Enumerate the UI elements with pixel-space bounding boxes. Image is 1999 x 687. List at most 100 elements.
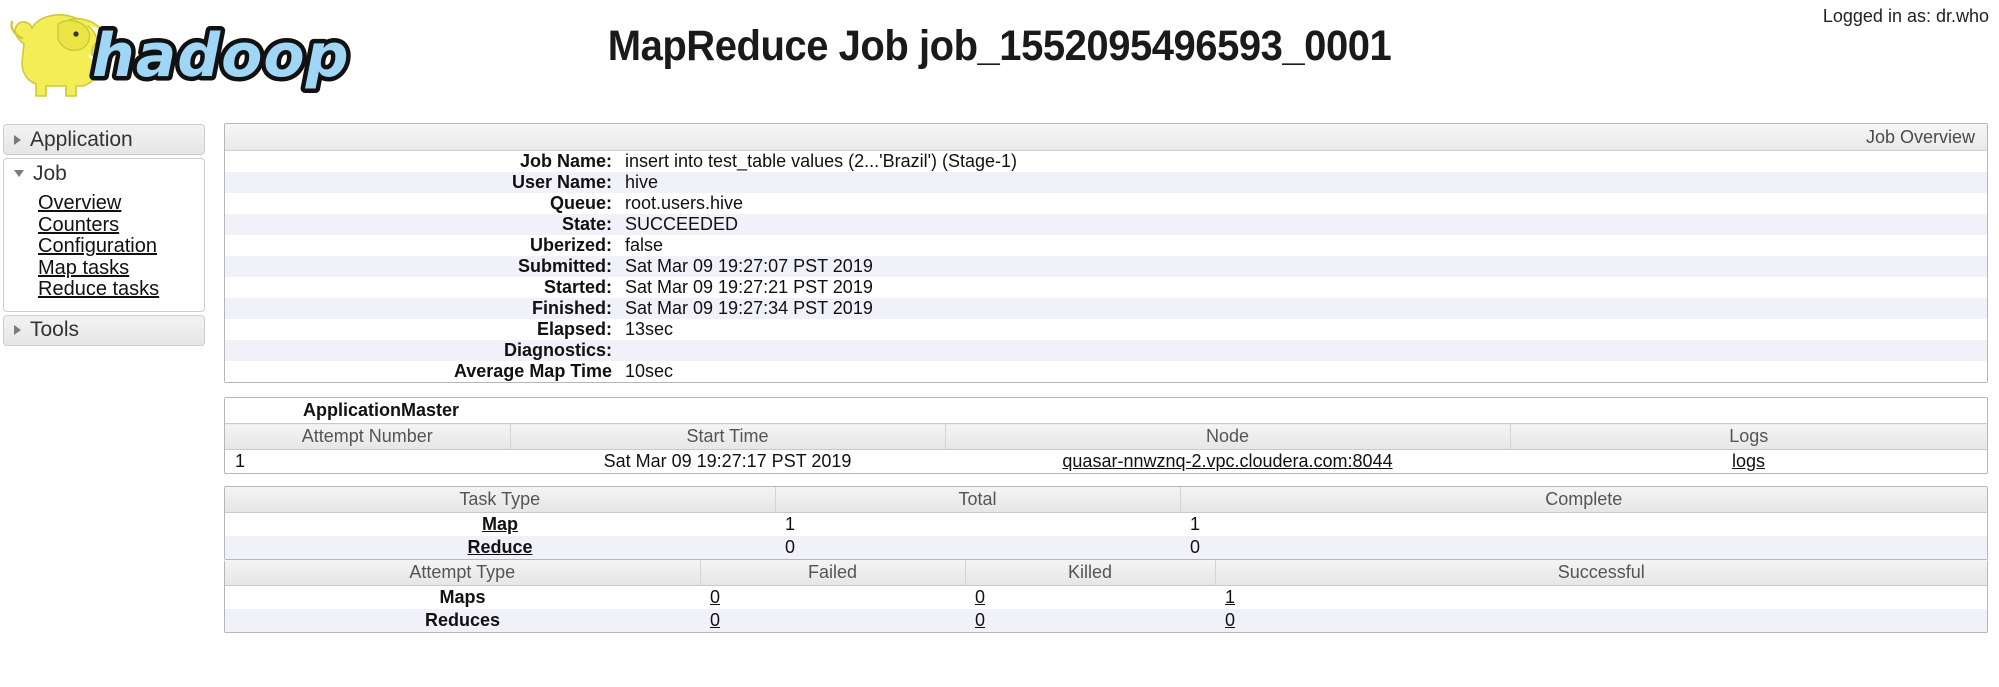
hadoop-logo[interactable]: hadoop hadoop (6, 4, 396, 104)
maps-successful-link[interactable]: 1 (1225, 587, 1236, 607)
main-content: Job Overview Job Name: insert into test_… (205, 110, 1999, 633)
queue-label: Queue: (549, 193, 612, 213)
sidebar-item-application-label: Application (30, 127, 133, 151)
average-map-time-label: Average Map Time (453, 361, 612, 381)
table-row: Submitted: Sat Mar 09 19:27:07 PST 2019 (225, 256, 1987, 277)
chevron-right-icon (14, 325, 21, 335)
table-row: Diagnostics: (225, 340, 1987, 361)
table-row: User Name: hive (225, 172, 1987, 193)
col-failed[interactable]: Failed (700, 560, 966, 586)
table-row: Uberized: false (225, 235, 1987, 256)
diagnostics-label: Diagnostics: (503, 340, 612, 360)
job-name-label: Job Name: (519, 151, 612, 171)
application-master-caption-row: ApplicationMaster (225, 398, 1987, 424)
col-node[interactable]: Node (945, 423, 1511, 450)
page-header: hadoop hadoop MapReduce Job job_15520954… (0, 0, 1999, 110)
table-row: Average Map Time 10sec (225, 361, 1987, 382)
sidebar-item-job-label: Job (33, 162, 67, 185)
sidebar-section-tools: Tools (3, 314, 205, 346)
col-task-type[interactable]: Task Type (225, 487, 776, 513)
col-killed[interactable]: Killed (965, 560, 1216, 586)
task-summary-table: Task Type Total Complete Map 1 1 Reduce (224, 486, 1988, 560)
col-attempt-type[interactable]: Attempt Type (225, 560, 701, 586)
sidebar-link-map-tasks[interactable]: Map tasks (38, 256, 130, 279)
sidebar: Application Job Overview Counters Config… (0, 110, 205, 349)
sidebar-item-tools[interactable]: Tools (3, 314, 205, 346)
col-complete[interactable]: Complete (1180, 487, 1987, 513)
finished-label: Finished: (532, 298, 612, 318)
table-row: Elapsed: 13sec (225, 319, 1987, 340)
application-master-header-row: Attempt Number Start Time Node Logs (225, 423, 1987, 450)
am-logs-link[interactable]: logs (1731, 451, 1766, 471)
table-row: Queue: root.users.hive (225, 193, 1987, 214)
started-label: Started: (543, 277, 612, 297)
sidebar-link-reduce-tasks[interactable]: Reduce tasks (38, 278, 160, 300)
col-attempt-number[interactable]: Attempt Number (225, 423, 511, 450)
sidebar-section-job: Job Overview Counters Configuration Map … (3, 158, 205, 312)
map-total: 1 (785, 514, 796, 534)
col-successful[interactable]: Successful (1215, 560, 1987, 586)
col-logs[interactable]: Logs (1510, 423, 1987, 450)
hadoop-logo-icon: hadoop hadoop (10, 14, 353, 97)
started-value: Sat Mar 09 19:27:21 PST 2019 (625, 277, 873, 297)
table-row: Reduce 0 0 (225, 536, 1987, 559)
task-summary-header-row: Task Type Total Complete (225, 487, 1987, 513)
job-overview-panel: Job Overview Job Name: insert into test_… (224, 123, 1988, 383)
submitted-value: Sat Mar 09 19:27:07 PST 2019 (625, 256, 873, 276)
attempt-summary-table: Attempt Type Failed Killed Successful Ma… (224, 560, 1988, 633)
chevron-down-icon (14, 169, 24, 177)
job-overview-table: Job Name: insert into test_table values … (225, 151, 1987, 382)
attempt-type-reduces: Reduces (424, 610, 501, 630)
am-node-link[interactable]: quasar-nnwznq-2.vpc.cloudera.com:8044 (1062, 451, 1393, 471)
reduce-complete: 0 (1190, 537, 1201, 557)
finished-value: Sat Mar 09 19:27:34 PST 2019 (625, 298, 873, 318)
sidebar-link-configuration[interactable]: Configuration (38, 235, 157, 257)
chevron-right-icon (14, 134, 21, 145)
sidebar-item-tools-label: Tools (30, 318, 80, 341)
page-title: MapReduce Job job_1552095496593_0001 (607, 22, 1392, 70)
table-row: Map 1 1 (225, 513, 1987, 537)
svg-text:hadoop: hadoop (92, 21, 350, 91)
application-master-table: ApplicationMaster Attempt Number Start T… (224, 397, 1988, 474)
elapsed-value: 13sec (625, 319, 674, 339)
task-type-map-link[interactable]: Map (482, 514, 518, 534)
job-name-value: insert into test_table values (2...'Braz… (625, 151, 1018, 171)
reduces-failed-link[interactable]: 0 (710, 610, 721, 630)
sidebar-link-overview[interactable]: Overview (38, 192, 122, 214)
sidebar-item-job[interactable]: Job (3, 158, 205, 189)
col-start-time[interactable]: Start Time (510, 423, 946, 450)
uberized-label: Uberized: (529, 235, 612, 255)
svg-text:hadoop: hadoop (92, 21, 350, 91)
user-name-value: hive (625, 172, 659, 192)
am-attempt-number: 1 (235, 451, 246, 471)
state-value: SUCCEEDED (625, 214, 739, 234)
table-row: Maps 0 0 1 (225, 586, 1987, 610)
reduces-successful-link[interactable]: 0 (1225, 610, 1236, 630)
table-row: Finished: Sat Mar 09 19:27:34 PST 2019 (225, 298, 1987, 319)
reduces-killed-link[interactable]: 0 (975, 610, 986, 630)
task-type-reduce-link[interactable]: Reduce (467, 537, 533, 557)
spacer (224, 474, 1988, 486)
application-master-caption: ApplicationMaster (225, 398, 1987, 424)
am-start-time: Sat Mar 09 19:27:17 PST 2019 (603, 451, 852, 471)
reduce-total: 0 (785, 537, 796, 557)
table-row: Reduces 0 0 0 (225, 609, 1987, 632)
spacer (224, 383, 1988, 397)
job-overview-header: Job Overview (225, 124, 1987, 151)
table-row: Started: Sat Mar 09 19:27:21 PST 2019 (225, 277, 1987, 298)
sidebar-link-counters[interactable]: Counters (38, 213, 120, 236)
uberized-value: false (625, 235, 664, 255)
diagnostics-value (625, 340, 1987, 361)
elapsed-label: Elapsed: (536, 319, 612, 339)
submitted-label: Submitted: (518, 256, 612, 276)
table-row: Job Name: insert into test_table values … (225, 151, 1987, 172)
col-total[interactable]: Total (775, 487, 1181, 513)
maps-killed-link[interactable]: 0 (975, 587, 986, 607)
attempt-summary-header-row: Attempt Type Failed Killed Successful (225, 560, 1987, 586)
state-label: State: (561, 214, 612, 234)
average-map-time-value: 10sec (625, 361, 674, 381)
sidebar-item-application[interactable]: Application (3, 124, 205, 155)
table-row: State: SUCCEEDED (225, 214, 1987, 235)
maps-failed-link[interactable]: 0 (710, 587, 721, 607)
map-complete: 1 (1190, 514, 1201, 534)
